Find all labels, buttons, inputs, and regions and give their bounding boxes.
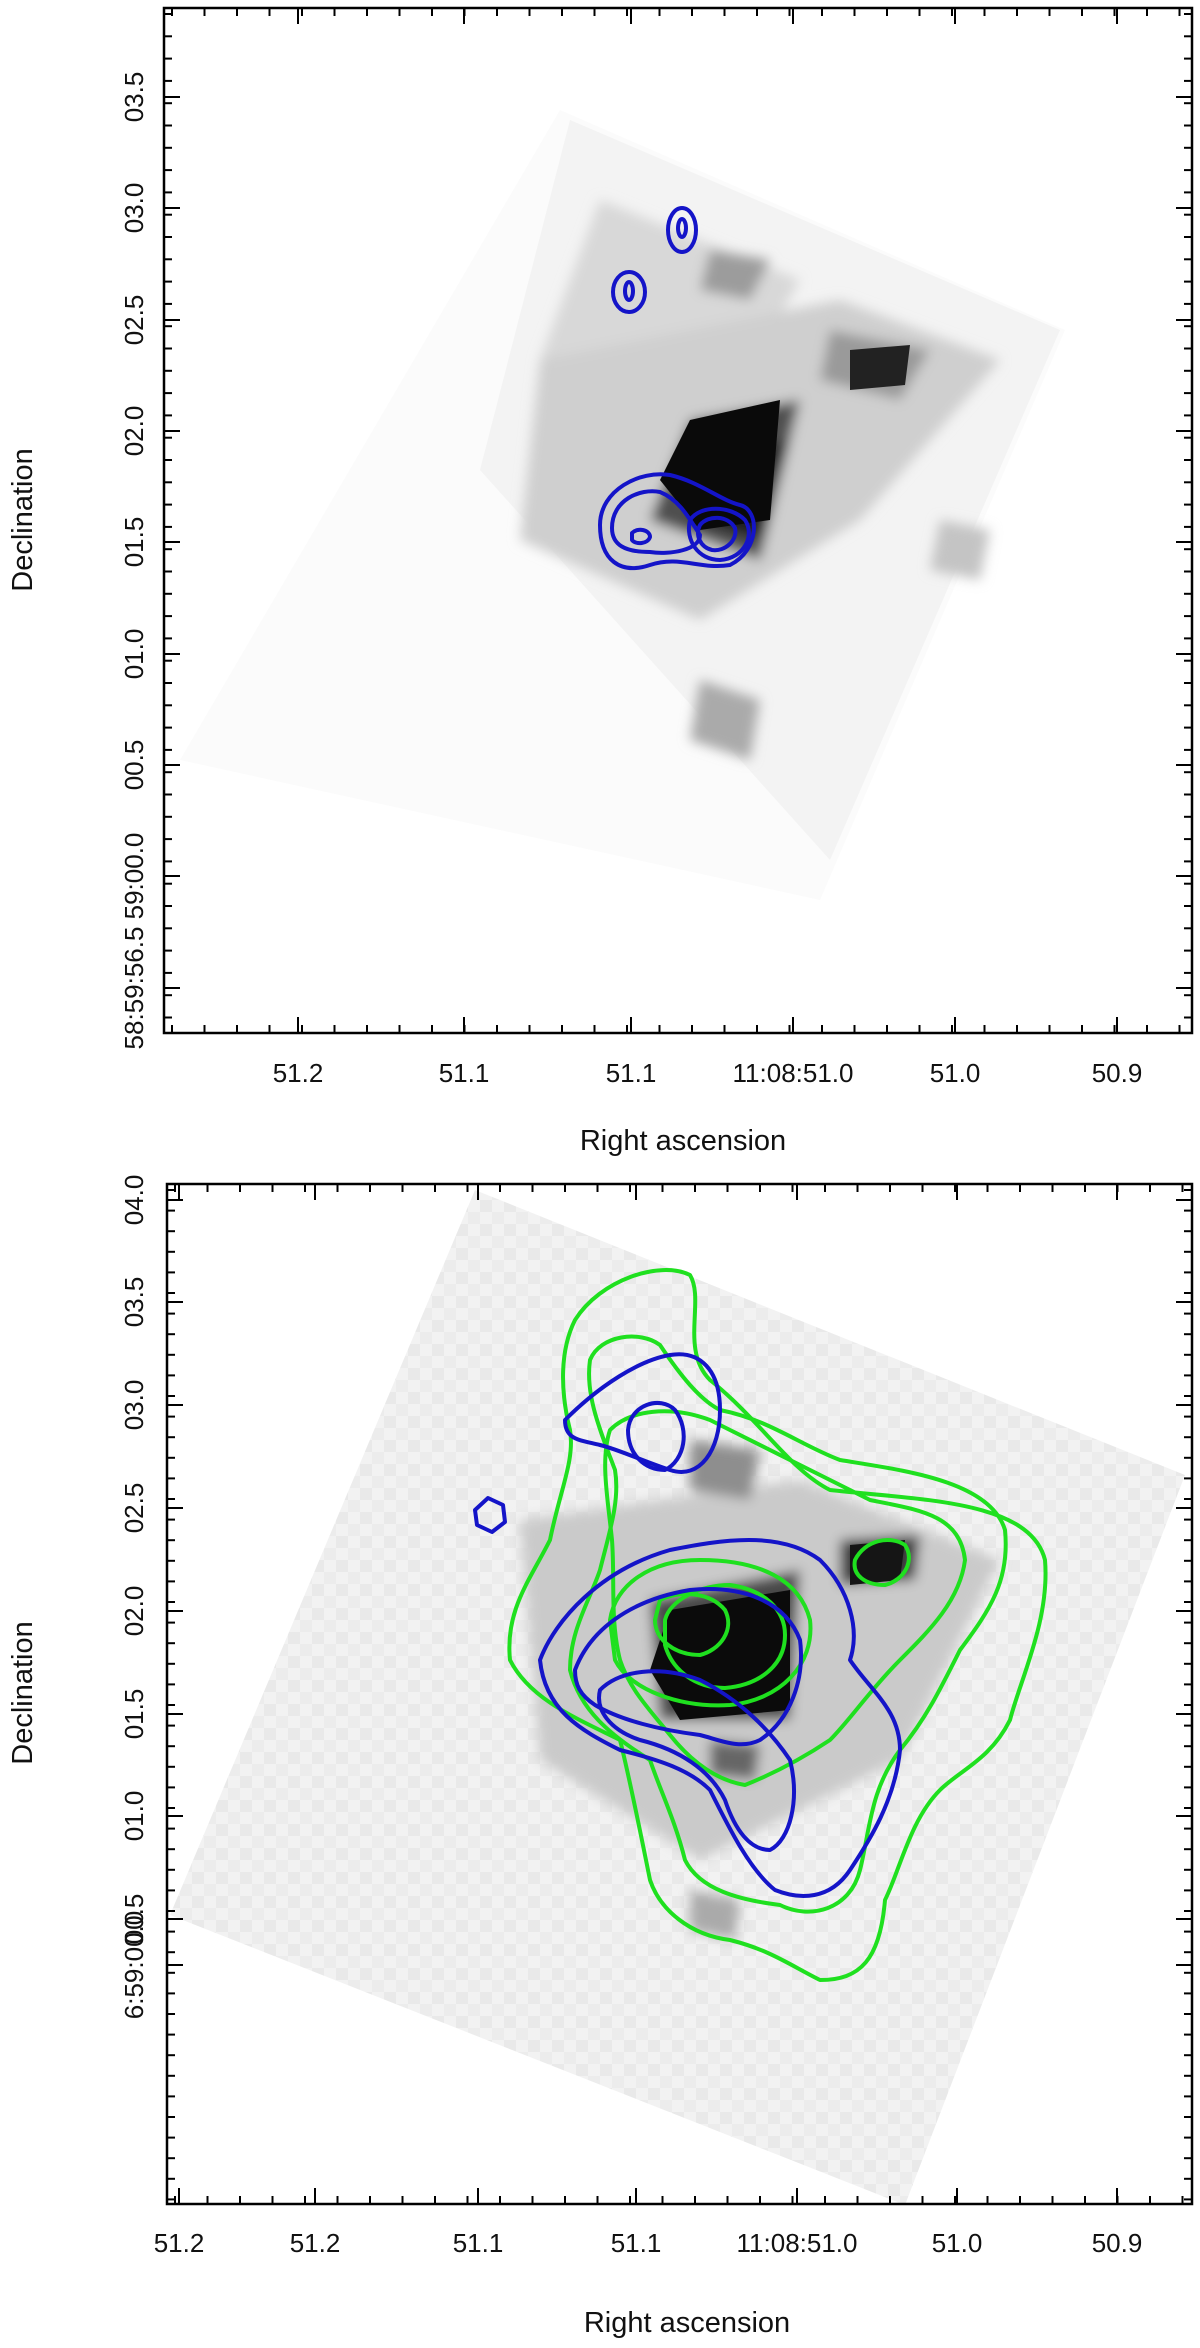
bottom-blue-contour [597, 1669, 796, 1852]
top-x-axis-label: Right ascension [580, 1125, 786, 1157]
top-x-tick-label: 51.1 [606, 1058, 657, 1088]
bottom-image [170, 1190, 1185, 2204]
bottom-green-contour [507, 1268, 1048, 1982]
bottom-y-tick-label: 03.5 [119, 1277, 149, 1328]
top-blue-contour [666, 206, 698, 254]
top-y-tick-labels: 58:59:56.5 59:00.0 00.5 01.0 01.5 02.0 0… [119, 72, 149, 1050]
bottom-x-axis-label: Right ascension [584, 2307, 790, 2339]
bottom-y-tick-label: 02.5 [119, 1483, 149, 1534]
bottom-x-tick-label: 51.1 [453, 2228, 504, 2258]
top-y-tick-label: 02.0 [119, 406, 149, 457]
bottom-ticks [167, 1184, 1192, 2204]
top-y-axis-label: Declination [7, 448, 39, 591]
top-blue-contour [630, 527, 652, 546]
top-y-tick-label: 02.5 [119, 295, 149, 346]
top-x-tick-label: 51.1 [439, 1058, 490, 1088]
bottom-blue-contour [473, 1496, 507, 1534]
top-blue-contour [623, 280, 635, 302]
bottom-y-tick-label: 03.0 [119, 1380, 149, 1431]
bottom-x-tick-label: 50.9 [1092, 2228, 1143, 2258]
bottom-panel: 51.2 51.2 51.1 51.1 11:08:51.0 51.0 50.9… [7, 1175, 1194, 2339]
top-y-tick-label: 01.0 [119, 629, 149, 680]
top-blue-contour [686, 506, 751, 562]
top-blue-contour [598, 472, 756, 571]
bottom-blue-contour [563, 1352, 722, 1474]
top-y-tick-label: 59:00.0 [119, 833, 149, 920]
bottom-blue-contour [538, 1538, 902, 1898]
bottom-green-contour [608, 1558, 813, 1708]
bottom-x-tick-label: 51.0 [932, 2228, 983, 2258]
top-y-tick-label: 03.5 [119, 72, 149, 123]
bottom-green-contour [852, 1538, 911, 1587]
bottom-y-axis-label: Declination [7, 1621, 39, 1764]
bottom-x-tick-label: 11:08:51.0 [737, 2228, 858, 2258]
top-x-tick-label: 50.9 [1092, 1058, 1143, 1088]
bottom-y-tick-label: 01.0 [119, 1791, 149, 1842]
bottom-y-tick-label: 6:59:00.0 [119, 1911, 149, 2019]
top-blue-contour [676, 217, 688, 239]
top-x-tick-label: 51.2 [273, 1058, 324, 1088]
top-y-tick-label: 01.5 [119, 517, 149, 568]
top-core [660, 400, 780, 530]
bottom-blue-contour [626, 1400, 686, 1472]
bottom-green-contour [653, 1592, 731, 1657]
top-y-tick-label: 00.5 [119, 740, 149, 791]
top-knot [850, 345, 910, 390]
top-blue-contours [598, 206, 756, 571]
bottom-y-tick-labels: 6:59:00.0 00.5 01.0 01.5 02.0 02.5 03.0 … [119, 1175, 149, 2020]
bottom-x-tick-labels: 51.2 51.2 51.1 51.1 11:08:51.0 51.0 50.9 [154, 2228, 1143, 2258]
bottom-x-tick-label: 51.2 [154, 2228, 205, 2258]
bottom-y-tick-label: 01.5 [119, 1689, 149, 1740]
top-x-tick-label: 11:08:51.0 [733, 1058, 854, 1088]
top-panel: 51.2 51.1 51.1 11:08:51.0 51.0 50.9 58:5… [7, 6, 1194, 1157]
bottom-y-tick-label: 04.0 [119, 1175, 149, 1226]
top-y-tick-label: 03.0 [119, 183, 149, 234]
top-y-tick-label: 58:59:56.5 [119, 927, 149, 1050]
top-ticks [164, 8, 1192, 1033]
bottom-green-contour [568, 1334, 1008, 1914]
bottom-plot-frame [165, 1182, 1194, 2206]
top-blue-contour [696, 515, 738, 553]
bottom-blue-contours [473, 1352, 902, 1898]
top-plot-frame [162, 6, 1194, 1035]
bottom-core [650, 1590, 790, 1720]
bottom-x-tick-label: 51.2 [290, 2228, 341, 2258]
bottom-blue-contour [573, 1587, 803, 1747]
bottom-y-tick-label: 00.5 [119, 1894, 149, 1945]
bottom-y-tick-label: 02.0 [119, 1586, 149, 1637]
top-blue-contour [611, 270, 647, 314]
bottom-x-tick-label: 51.1 [611, 2228, 662, 2258]
top-x-tick-label: 51.0 [930, 1058, 981, 1088]
top-x-tick-labels: 51.2 51.1 51.1 11:08:51.0 51.0 50.9 [273, 1058, 1143, 1088]
